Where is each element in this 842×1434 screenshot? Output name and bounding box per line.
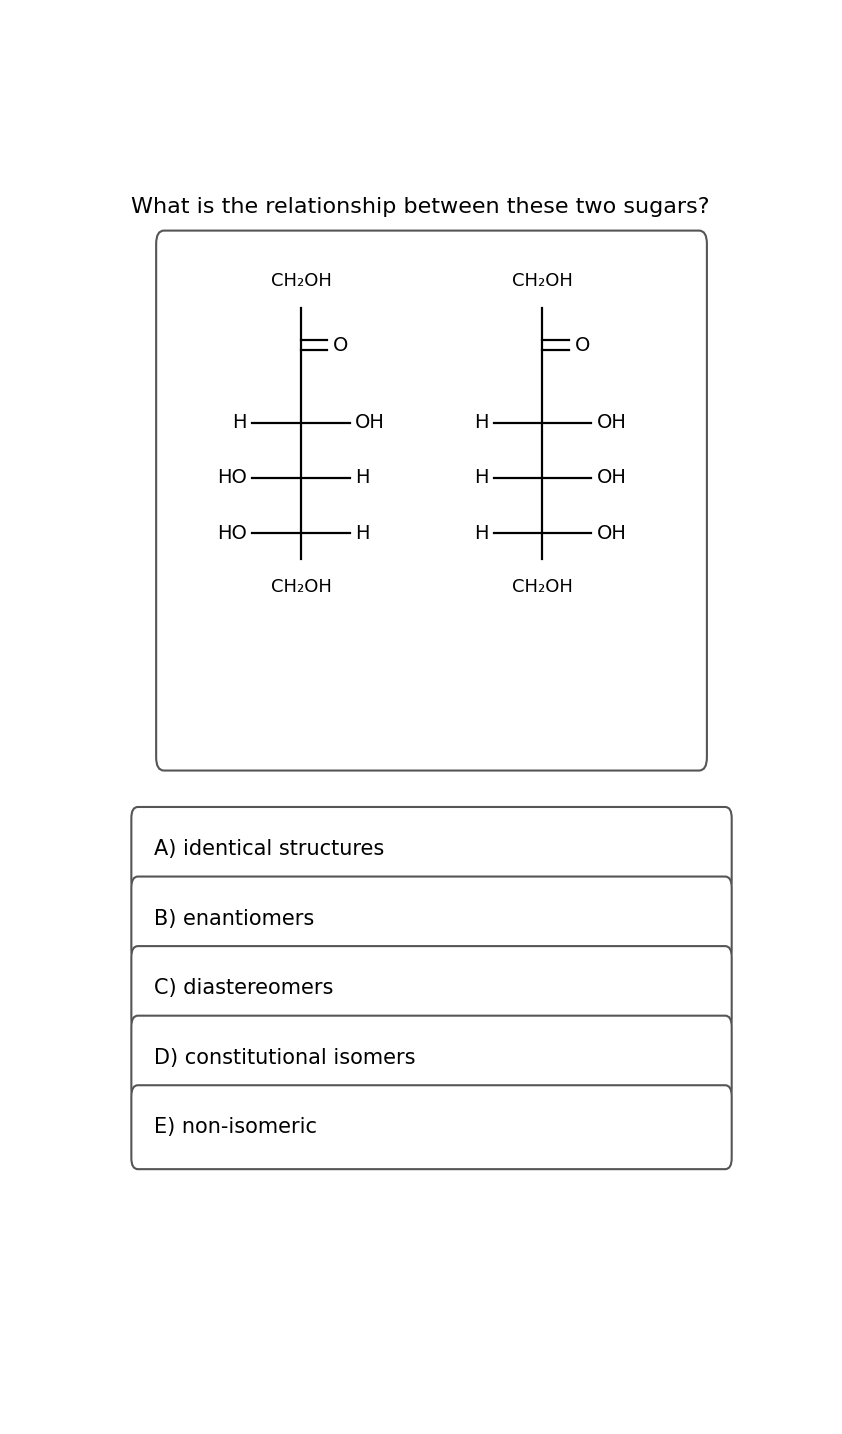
FancyBboxPatch shape xyxy=(131,1015,732,1100)
Text: HO: HO xyxy=(217,469,247,488)
FancyBboxPatch shape xyxy=(156,231,707,770)
Text: CH₂OH: CH₂OH xyxy=(270,578,332,597)
Text: H: H xyxy=(474,469,488,488)
Text: O: O xyxy=(333,336,349,356)
Text: CH₂OH: CH₂OH xyxy=(270,272,332,290)
Text: CH₂OH: CH₂OH xyxy=(512,578,573,597)
Text: H: H xyxy=(355,523,370,542)
Text: A) identical structures: A) identical structures xyxy=(154,839,385,859)
FancyBboxPatch shape xyxy=(131,1086,732,1169)
Text: H: H xyxy=(474,413,488,432)
Text: H: H xyxy=(232,413,247,432)
Text: E) non-isomeric: E) non-isomeric xyxy=(154,1117,317,1137)
Text: O: O xyxy=(574,336,589,356)
Text: OH: OH xyxy=(597,523,626,542)
FancyBboxPatch shape xyxy=(131,876,732,961)
Text: CH₂OH: CH₂OH xyxy=(512,272,573,290)
FancyBboxPatch shape xyxy=(131,946,732,1030)
Text: What is the relationship between these two sugars?: What is the relationship between these t… xyxy=(131,198,710,218)
Text: OH: OH xyxy=(355,413,385,432)
Text: OH: OH xyxy=(597,469,626,488)
Text: B) enantiomers: B) enantiomers xyxy=(154,909,314,928)
Text: H: H xyxy=(355,469,370,488)
Text: H: H xyxy=(474,523,488,542)
Text: OH: OH xyxy=(597,413,626,432)
Text: HO: HO xyxy=(217,523,247,542)
FancyBboxPatch shape xyxy=(131,807,732,891)
Text: D) constitutional isomers: D) constitutional isomers xyxy=(154,1048,416,1068)
Text: C) diastereomers: C) diastereomers xyxy=(154,978,333,998)
